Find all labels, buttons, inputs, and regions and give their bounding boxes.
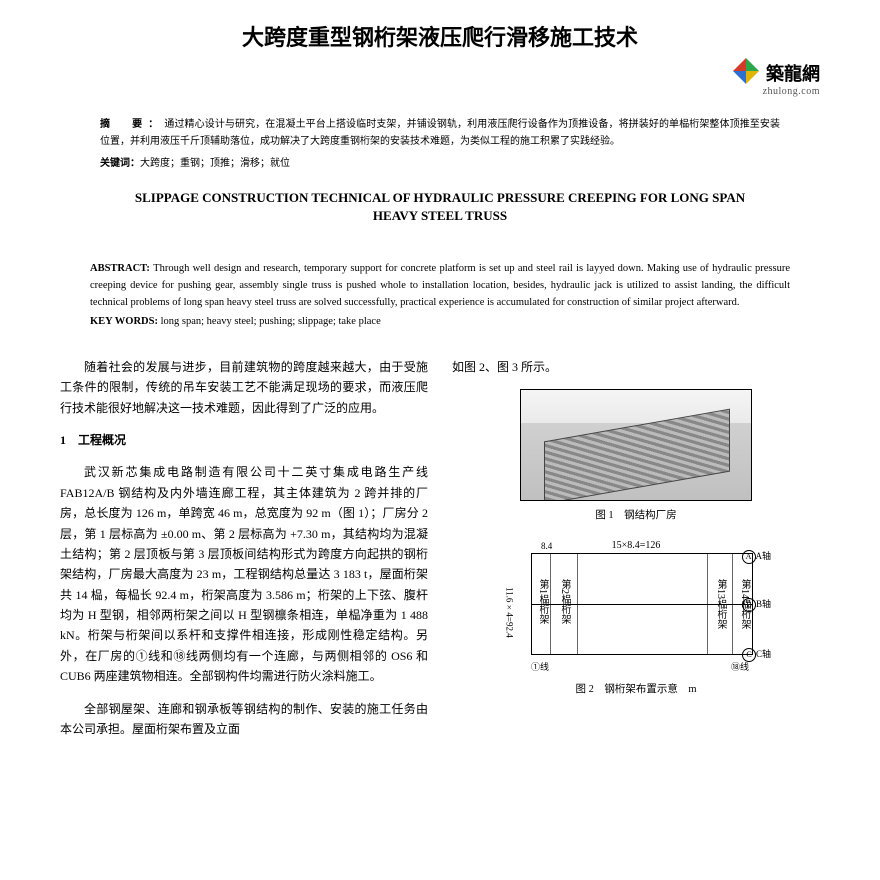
plan-top-total: 15×8.4=126 <box>612 537 661 554</box>
right-lead-text: 如图 2、图 3 所示。 <box>452 357 820 377</box>
logo-text-cn: 築龍網 <box>766 60 820 86</box>
title-chinese: 大跨度重型钢桁架液压爬行滑移施工技术 <box>60 20 820 52</box>
keywords-cn-text: 大跨度；重钢；顶推；滑移；就位 <box>140 158 290 169</box>
plan-frame-1: 第1榀桁架 <box>534 579 551 624</box>
plan-box: 第1榀桁架 第2榀桁架 第13榀桁架 第14榀桁架 <box>531 553 753 655</box>
keywords-cn-label: 关键词： <box>100 158 140 169</box>
abstract-cn: 摘 要：通过精心设计与研究，在混凝土平台上搭设临时支架，并铺设钢轨，利用液压爬行… <box>100 116 780 150</box>
axis-line-18: ⑱线 <box>731 660 749 675</box>
axis-line-1: ①线 <box>531 660 549 675</box>
keywords-en-label: KEY WORDS: <box>90 316 161 327</box>
axis-c: C轴 <box>756 649 771 659</box>
title-english: SLIPPAGE CONSTRUCTION TECHNICAL OF HYDRA… <box>120 189 760 225</box>
figure-2-caption: 图 2 钢桁架布置示意 m <box>452 681 820 699</box>
left-column: 随着社会的发展与进步，目前建筑物的跨度越来越大，由于受施工条件的限制，传统的吊车… <box>60 345 428 752</box>
abstract-cn-text: 通过精心设计与研究，在混凝土平台上搭设临时支架，并铺设钢轨，利用液压爬行设备作为… <box>100 119 780 147</box>
axis-a-icon: A <box>742 550 756 564</box>
abstract-en-text: Through well design and research, tempor… <box>90 263 790 308</box>
abstract-cn-label: 摘 要： <box>100 119 164 130</box>
plan-left-total: 11.6×4=92.4 <box>501 587 516 638</box>
body-columns: 随着社会的发展与进步，目前建筑物的跨度越来越大，由于受施工条件的限制，传统的吊车… <box>60 345 820 752</box>
plan-top-tick: 8.4 <box>541 539 552 554</box>
abstract-en: ABSTRACT: Through well design and resear… <box>90 261 790 311</box>
logo-icon <box>733 58 759 88</box>
right-column: 如图 2、图 3 所示。 图 1 钢结构厂房 15×8.4=126 8.4 第1… <box>452 345 820 752</box>
figure-1-caption: 图 1 钢结构厂房 <box>452 507 820 525</box>
keywords-cn: 关键词：大跨度；重钢；顶推；滑移；就位 <box>100 154 780 169</box>
section-1-p2: 全部钢屋架、连廊和钢承板等钢结构的制作、安装的施工任务由本公司承担。屋面桁架布置… <box>60 699 428 740</box>
plan-frame-13: 第13榀桁架 <box>712 579 729 629</box>
keywords-en: KEY WORDS: long span; heavy steel; pushi… <box>90 316 790 327</box>
axis-b-icon: B <box>742 598 756 612</box>
keywords-en-text: long span; heavy steel; pushing; slippag… <box>161 316 381 327</box>
plan-frame-2: 第2榀桁架 <box>556 579 573 624</box>
brand-logo: 築龍網 zhulong.com <box>60 58 820 98</box>
section-1-p1: 武汉新芯集成电路制造有限公司十二英寸集成电路生产线 FAB12A/B 钢结构及内… <box>60 462 428 686</box>
figure-1-photo <box>520 389 752 501</box>
axis-b: B轴 <box>756 599 771 609</box>
intro-paragraph: 随着社会的发展与进步，目前建筑物的跨度越来越大，由于受施工条件的限制，传统的吊车… <box>60 357 428 418</box>
figure-2-plan: 15×8.4=126 8.4 第1榀桁架 第2榀桁架 第13榀桁架 第14榀桁架… <box>501 535 771 675</box>
axis-a: A轴 <box>756 551 772 561</box>
abstract-en-label: ABSTRACT: <box>90 263 153 274</box>
section-1-heading: 1 工程概况 <box>60 430 428 450</box>
